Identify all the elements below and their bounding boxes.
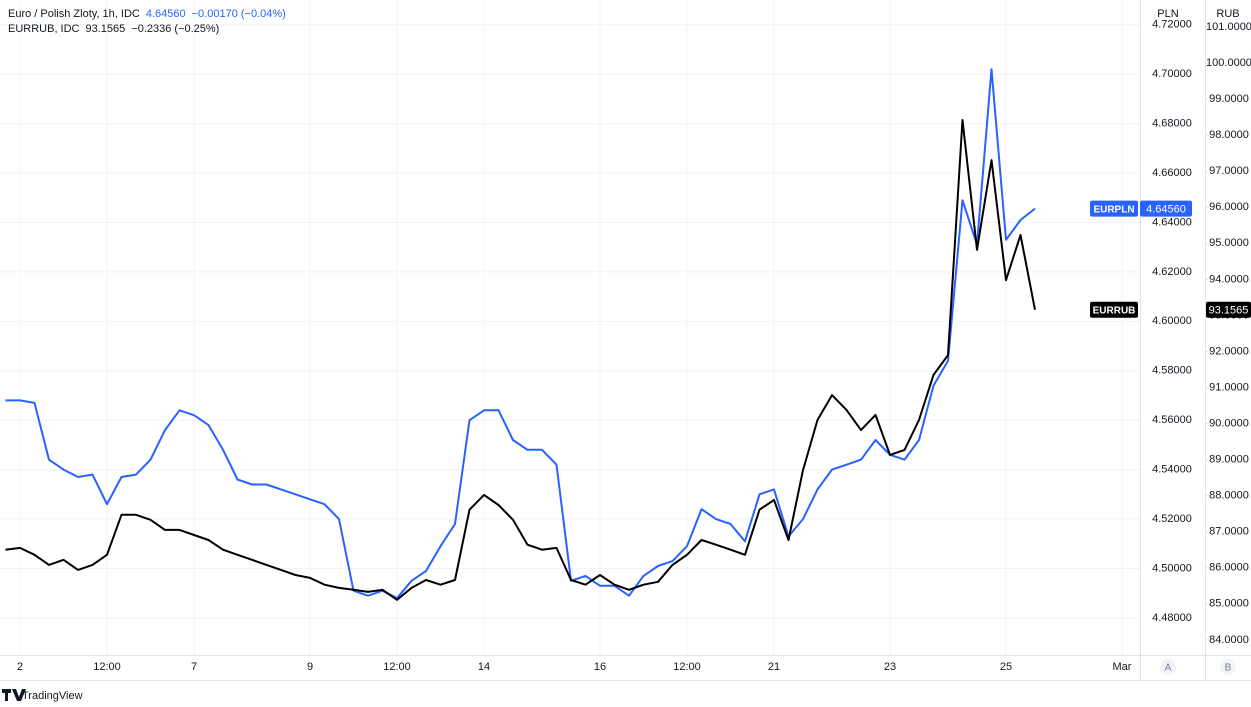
y2-tick-label: 99.0000: [1209, 93, 1249, 105]
y2-tick-label: 91.0000: [1209, 381, 1249, 393]
plot-area: [5, 68, 1036, 601]
price-tag-bg: [1090, 200, 1138, 217]
x-tick-label: 9: [307, 661, 313, 673]
y2-tick-label: 94.0000: [1209, 273, 1249, 285]
price-tag-bg: [1090, 301, 1138, 318]
price-tag-value-bg: [1140, 200, 1192, 217]
legend-line: Euro / Polish Zloty, 1h, IDC 4.64560 −0.00…: [8, 8, 286, 20]
legend-last: 4.64560: [146, 8, 186, 20]
y2-tick-label: 96.0000: [1209, 201, 1249, 213]
y2-tick-label: 101.0000: [1206, 21, 1251, 33]
series-line: [5, 119, 1036, 601]
y2-tick-label: 86.0000: [1209, 562, 1249, 574]
y-tick-label: 4.56000: [1152, 414, 1192, 426]
button-label[interactable]: A: [1165, 663, 1172, 674]
button-bg[interactable]: [1220, 659, 1236, 675]
legend-change: −0.2336 (−0.25%): [131, 23, 219, 35]
y2-tick-label: 95.0000: [1209, 237, 1249, 249]
price-tag-value: 4.64560: [1146, 204, 1186, 216]
brand[interactable]: TradingView: [2, 689, 83, 702]
y2-tick-label: 89.0000: [1209, 454, 1249, 466]
x-tick-label: 12:00: [93, 661, 121, 673]
brand-logo[interactable]: [2, 689, 26, 701]
y-tick-label: 4.60000: [1152, 315, 1192, 327]
x-tick-label: 16: [594, 661, 606, 673]
price-tag-name: EURRUB: [1093, 305, 1136, 316]
legend-change: −0.00170 (−0.04%): [192, 8, 286, 20]
series-line: [5, 68, 1036, 600]
axes: 4.48000 4.50000 4.52000 4.54000 4.56000 4.580…: [17, 19, 1251, 673]
y-tick-label: 4.64000: [1152, 216, 1192, 228]
price-tag-value-bg: [1206, 301, 1251, 318]
y-axis-unit: PLN: [1157, 8, 1178, 20]
y-tick-label: 4.52000: [1152, 513, 1192, 525]
x-tick-label: 12:00: [383, 661, 411, 673]
grid: [0, 0, 1140, 655]
button-bg[interactable]: [1160, 659, 1176, 675]
price-tag-name: EURPLN: [1093, 204, 1134, 215]
x-tick-label: 12:00: [673, 661, 701, 673]
scale-button[interactable]: A: [1160, 659, 1176, 675]
y-tick-label: 4.72000: [1152, 19, 1192, 31]
y-tick-label: 4.62000: [1152, 266, 1192, 278]
y2-tick-label: 85.0000: [1209, 598, 1249, 610]
x-tick-label: 25: [1000, 661, 1012, 673]
brand-name[interactable]: TradingView: [22, 690, 83, 702]
y2-tick-label: 100.0000: [1206, 57, 1251, 69]
y-tick-label: 4.50000: [1152, 562, 1192, 574]
x-tick-label: Mar: [1113, 661, 1132, 673]
legend-last: 93.1565: [86, 23, 126, 35]
button-label[interactable]: B: [1225, 663, 1232, 674]
y-tick-label: 4.54000: [1152, 464, 1192, 476]
y2-axis-unit: RUB: [1216, 8, 1239, 20]
y2-tick-label: 84.0000: [1209, 634, 1249, 646]
x-tick-label: 23: [884, 661, 896, 673]
legend-line: EURRUB, IDC 93.1565 −0.2336 (−0.25%): [8, 23, 219, 35]
y2-tick-label: 92.0000: [1209, 345, 1249, 357]
y-tick-label: 4.68000: [1152, 117, 1192, 129]
legend-header: EURRUB, IDC: [8, 23, 80, 35]
x-tick-label: 7: [191, 661, 197, 673]
y-tick-label: 4.48000: [1152, 612, 1192, 624]
y-tick-label: 4.66000: [1152, 167, 1192, 179]
y-tick-label: 4.58000: [1152, 365, 1192, 377]
price-tag-value: 93.1565: [1209, 305, 1249, 317]
scale-button[interactable]: B: [1220, 659, 1236, 675]
x-tick-label: 14: [478, 661, 490, 673]
x-tick-label: 2: [17, 661, 23, 673]
legend-header: Euro / Polish Zloty, 1h, IDC: [8, 8, 140, 20]
y2-tick-label: 98.0000: [1209, 129, 1249, 141]
y-tick-label: 4.70000: [1152, 68, 1192, 80]
y2-tick-label: 88.0000: [1209, 490, 1249, 502]
y2-tick-label: 90.0000: [1209, 417, 1249, 429]
y2-tick-label: 97.0000: [1209, 165, 1249, 177]
y2-tick-label: 87.0000: [1209, 526, 1249, 538]
x-tick-label: 21: [768, 661, 780, 673]
